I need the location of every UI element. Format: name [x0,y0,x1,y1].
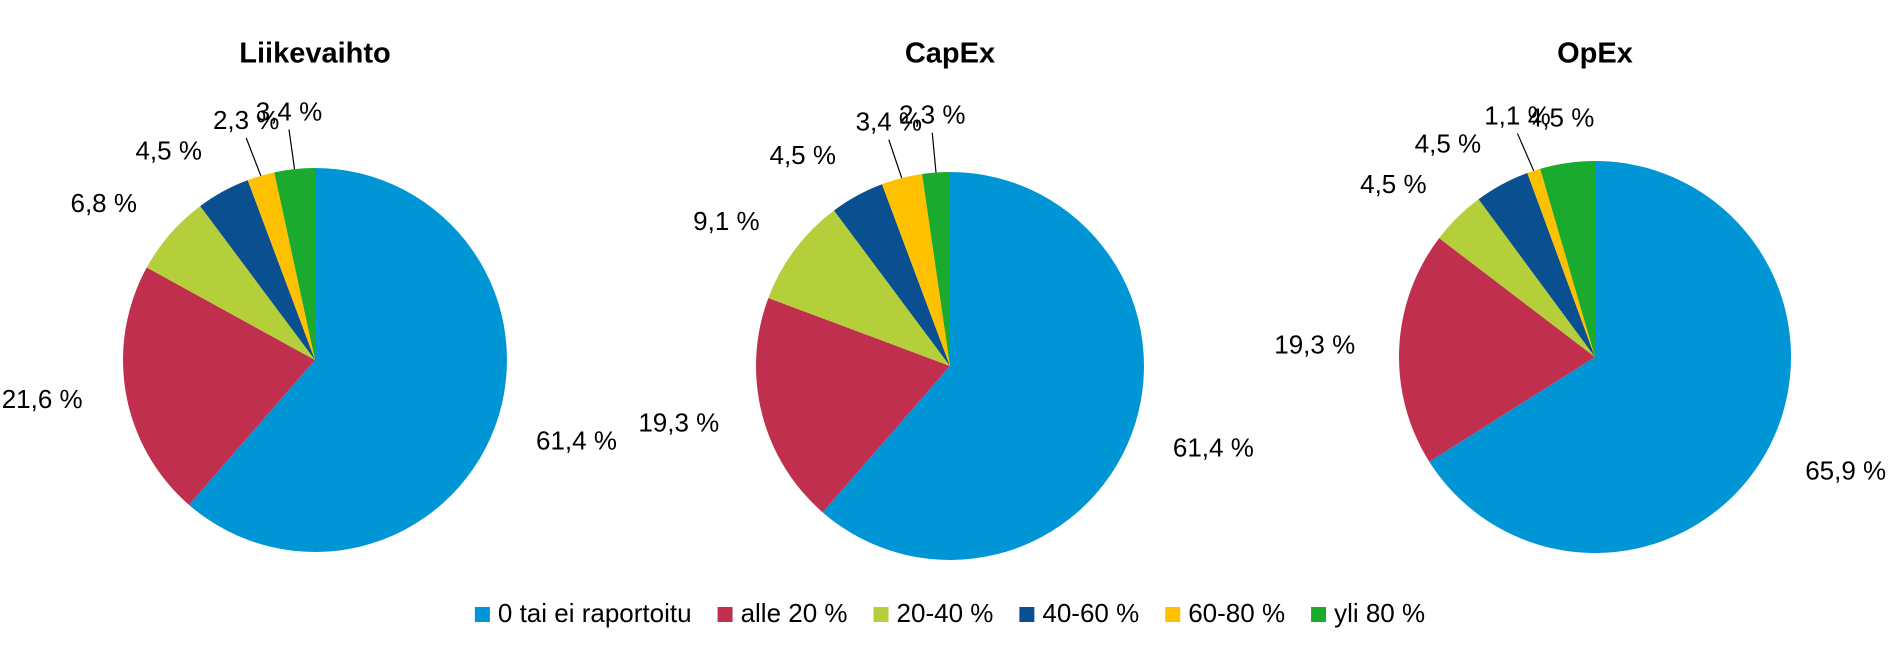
chart-title: Liikevaihto [239,38,391,70]
pie-slice [756,297,950,513]
data-label: 2,3 % [213,105,280,135]
data-label: 21,6 % [2,384,83,414]
legend-label: 40-60 % [1042,598,1139,628]
pie-slice [146,206,315,360]
pie-slice [1439,199,1595,357]
leader-line [288,129,296,170]
legend-marker [1019,607,1035,622]
legend-marker [1165,607,1181,622]
pie-slice [1398,238,1595,462]
data-label: 6,8 % [70,188,137,218]
leader-line [245,137,262,177]
pie-slice [188,168,508,552]
legend-label: alle 20 % [741,598,848,628]
data-label: 4,5 % [1528,102,1595,132]
data-label: 4,5 % [1415,129,1482,159]
data-label: 19,3 % [638,407,719,437]
legend-marker [717,607,733,622]
data-label: 19,3 % [1274,329,1355,359]
pie-slice [1540,161,1595,357]
pie-slice [274,168,315,360]
pie-slice [1429,161,1792,553]
legend-marker [474,607,490,622]
pie-slice [200,180,315,360]
chart-title: OpEx [1557,38,1633,70]
legend-label: yli 80 % [1334,598,1425,628]
data-label: 4,5 % [769,140,836,170]
pie-slice [922,172,950,366]
legend-label: 60-80 % [1188,598,1285,628]
leader-line [1516,133,1535,172]
data-label: 9,1 % [693,206,760,236]
data-label: 61,4 % [536,426,617,456]
chart-title: CapEx [905,38,995,70]
legend-label: 20-40 % [897,598,994,628]
data-label: 3,4 % [256,96,323,126]
pie-slice [768,210,950,366]
legend-marker [1311,607,1327,622]
pie-slice [834,184,950,366]
pie-slice [1527,168,1595,357]
pie-slice [881,174,950,366]
pie-slice [1478,173,1595,357]
leader-line [888,139,903,179]
data-label: 1,1 % [1484,100,1551,130]
data-label: 61,4 % [1173,432,1254,462]
pie-slice [822,172,1144,560]
pie-slice [247,172,315,360]
leader-line [931,132,937,173]
data-label: 2,3 % [899,100,966,130]
legend-label: 0 tai ei raportoitu [498,598,692,628]
data-label: 65,9 % [1805,456,1886,486]
data-label: 3,4 % [856,107,923,137]
pie-slice [122,267,315,505]
legend-marker [873,607,889,622]
data-label: 4,5 % [135,136,202,166]
data-label: 4,5 % [1360,169,1427,199]
